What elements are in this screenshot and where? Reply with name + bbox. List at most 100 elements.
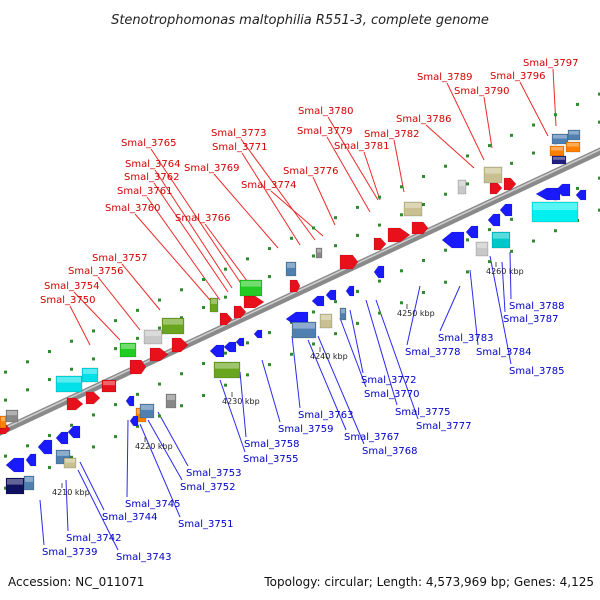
gene-feature [67,425,81,439]
track-dot [246,341,249,345]
track-dot [576,186,579,190]
gene-feature [285,261,297,277]
track-dot [356,289,359,293]
track-dot [444,164,447,168]
track-dot [598,208,600,212]
gene-feature [165,393,177,409]
gene-highlight [103,381,115,386]
leader-line-top [425,124,475,169]
gene-label-bottom: Smal_3739 [42,547,97,558]
leader-line-top [153,182,229,293]
leader-line-bottom [509,251,512,300]
leader-line-bottom [39,499,45,546]
track-dot [136,424,139,428]
gene-label-top: Smal_3779 [297,126,352,137]
gene-feature [63,457,77,469]
track-dot [224,267,227,271]
gene-label-bottom: Smal_3787 [503,314,558,325]
gene-label-top: Smal_3765 [121,138,176,149]
gene-highlight [121,344,135,349]
track-dot [4,454,7,458]
track-dot [92,413,95,417]
track-dot [466,154,469,158]
gene-label-top: Smal_3771 [212,142,267,153]
track-dot [26,444,29,448]
gene-labels: Smal_3750 Smal_3754 Smal_3756 Smal_3757 Smal… [40,58,578,563]
gene-label-bottom: Smal_3742 [66,533,121,544]
gene-features [0,129,587,495]
track-dot [400,301,403,305]
gene-label-bottom: Smal_3743 [116,552,171,563]
gene-feature [55,431,69,445]
track-dot [246,257,249,261]
track-dot [466,182,469,186]
gene-feature [487,213,501,227]
track-dot [224,351,227,355]
track-dot [598,92,600,96]
track-dot [158,382,161,386]
strand-highlight [0,148,600,432]
track-dot [488,260,491,264]
gene-feature [503,177,517,191]
gene-label-bottom: Smal_3788 [509,301,564,312]
leader-line-top [446,82,485,161]
track-dot [92,329,95,333]
track-dot [268,275,271,279]
gene-label-top: Smal_3789 [417,72,472,83]
track-dot [488,228,491,232]
gene-feature [489,181,503,195]
gene-highlight [145,331,161,336]
track-dot [378,195,381,199]
gene-highlight [317,249,321,253]
gene-label-bottom: Smal_3783 [438,333,493,344]
track-dot [136,392,139,396]
leader-line-bottom [439,285,461,332]
gene-feature [387,227,411,243]
track-dot [70,423,73,427]
gene-label-top: Smal_3796 [490,71,545,82]
gene-highlight [141,405,153,410]
gene-highlight [493,233,509,239]
leader-line-top [363,151,381,201]
gene-highlight [1,417,5,422]
leader-line-top [519,81,549,137]
track-dot [510,217,513,221]
gene-feature [567,129,581,141]
track-dot [532,151,535,155]
track-dot [114,435,117,439]
gene-highlight [477,243,487,248]
gene-feature [66,397,84,411]
gene-highlight [553,157,565,160]
track-dot [158,414,161,418]
gene-highlight [567,143,579,147]
track-dot [312,254,315,258]
gene-feature [209,297,219,313]
gene-highlight [321,315,331,320]
track-dot [70,339,73,343]
leader-line-top [121,263,161,311]
track-dot [70,367,73,371]
track-dot [224,383,227,387]
gene-feature [345,285,355,297]
track-dot [598,176,600,180]
gene-feature [129,359,147,375]
gene-label-bottom: Smal_3758 [244,439,299,450]
leader-line-top [241,152,301,246]
leader-line-bottom [261,359,281,423]
gene-label-top: Smal_3773 [211,128,266,139]
label-leader-lines [39,68,557,551]
leader-line-bottom [349,309,364,374]
leader-line-bottom [406,285,421,346]
gene-highlight [569,131,579,135]
gene-feature [339,254,359,270]
gene-highlight [241,281,261,287]
track-dot [334,300,337,304]
gene-feature [457,179,467,195]
track-dot [202,393,205,397]
track-dot [334,244,337,248]
track-dot [4,370,7,374]
track-dot [356,205,359,209]
track-dot [598,120,600,124]
leader-line-bottom [239,371,247,438]
gene-highlight [167,395,175,400]
